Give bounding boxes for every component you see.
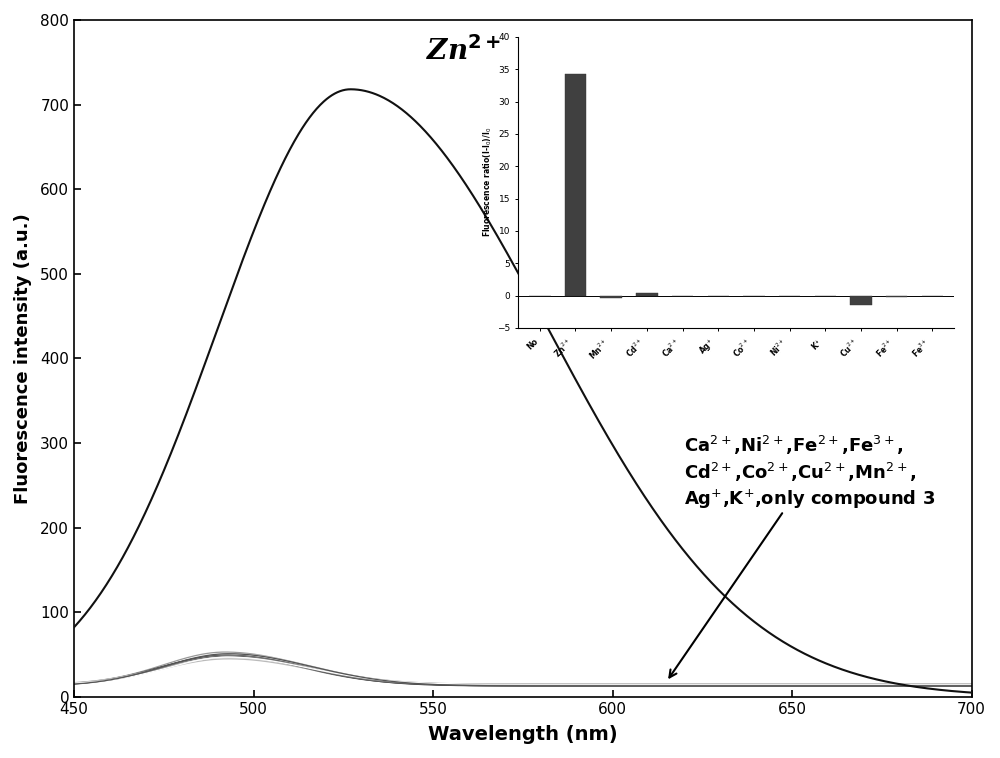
Y-axis label: Fluorescence intensity (a.u.): Fluorescence intensity (a.u.) (14, 213, 32, 504)
Text: Zn$^{\mathbf{2+}}$: Zn$^{\mathbf{2+}}$ (426, 36, 501, 67)
X-axis label: Wavelength (nm): Wavelength (nm) (428, 725, 618, 744)
Text: Ca$^{2+}$,Ni$^{2+}$,Fe$^{2+}$,Fe$^{3+}$,
Cd$^{2+}$,Co$^{2+}$,Cu$^{2+}$,Mn$^{2+}$: Ca$^{2+}$,Ni$^{2+}$,Fe$^{2+}$,Fe$^{3+}$,… (669, 434, 936, 678)
